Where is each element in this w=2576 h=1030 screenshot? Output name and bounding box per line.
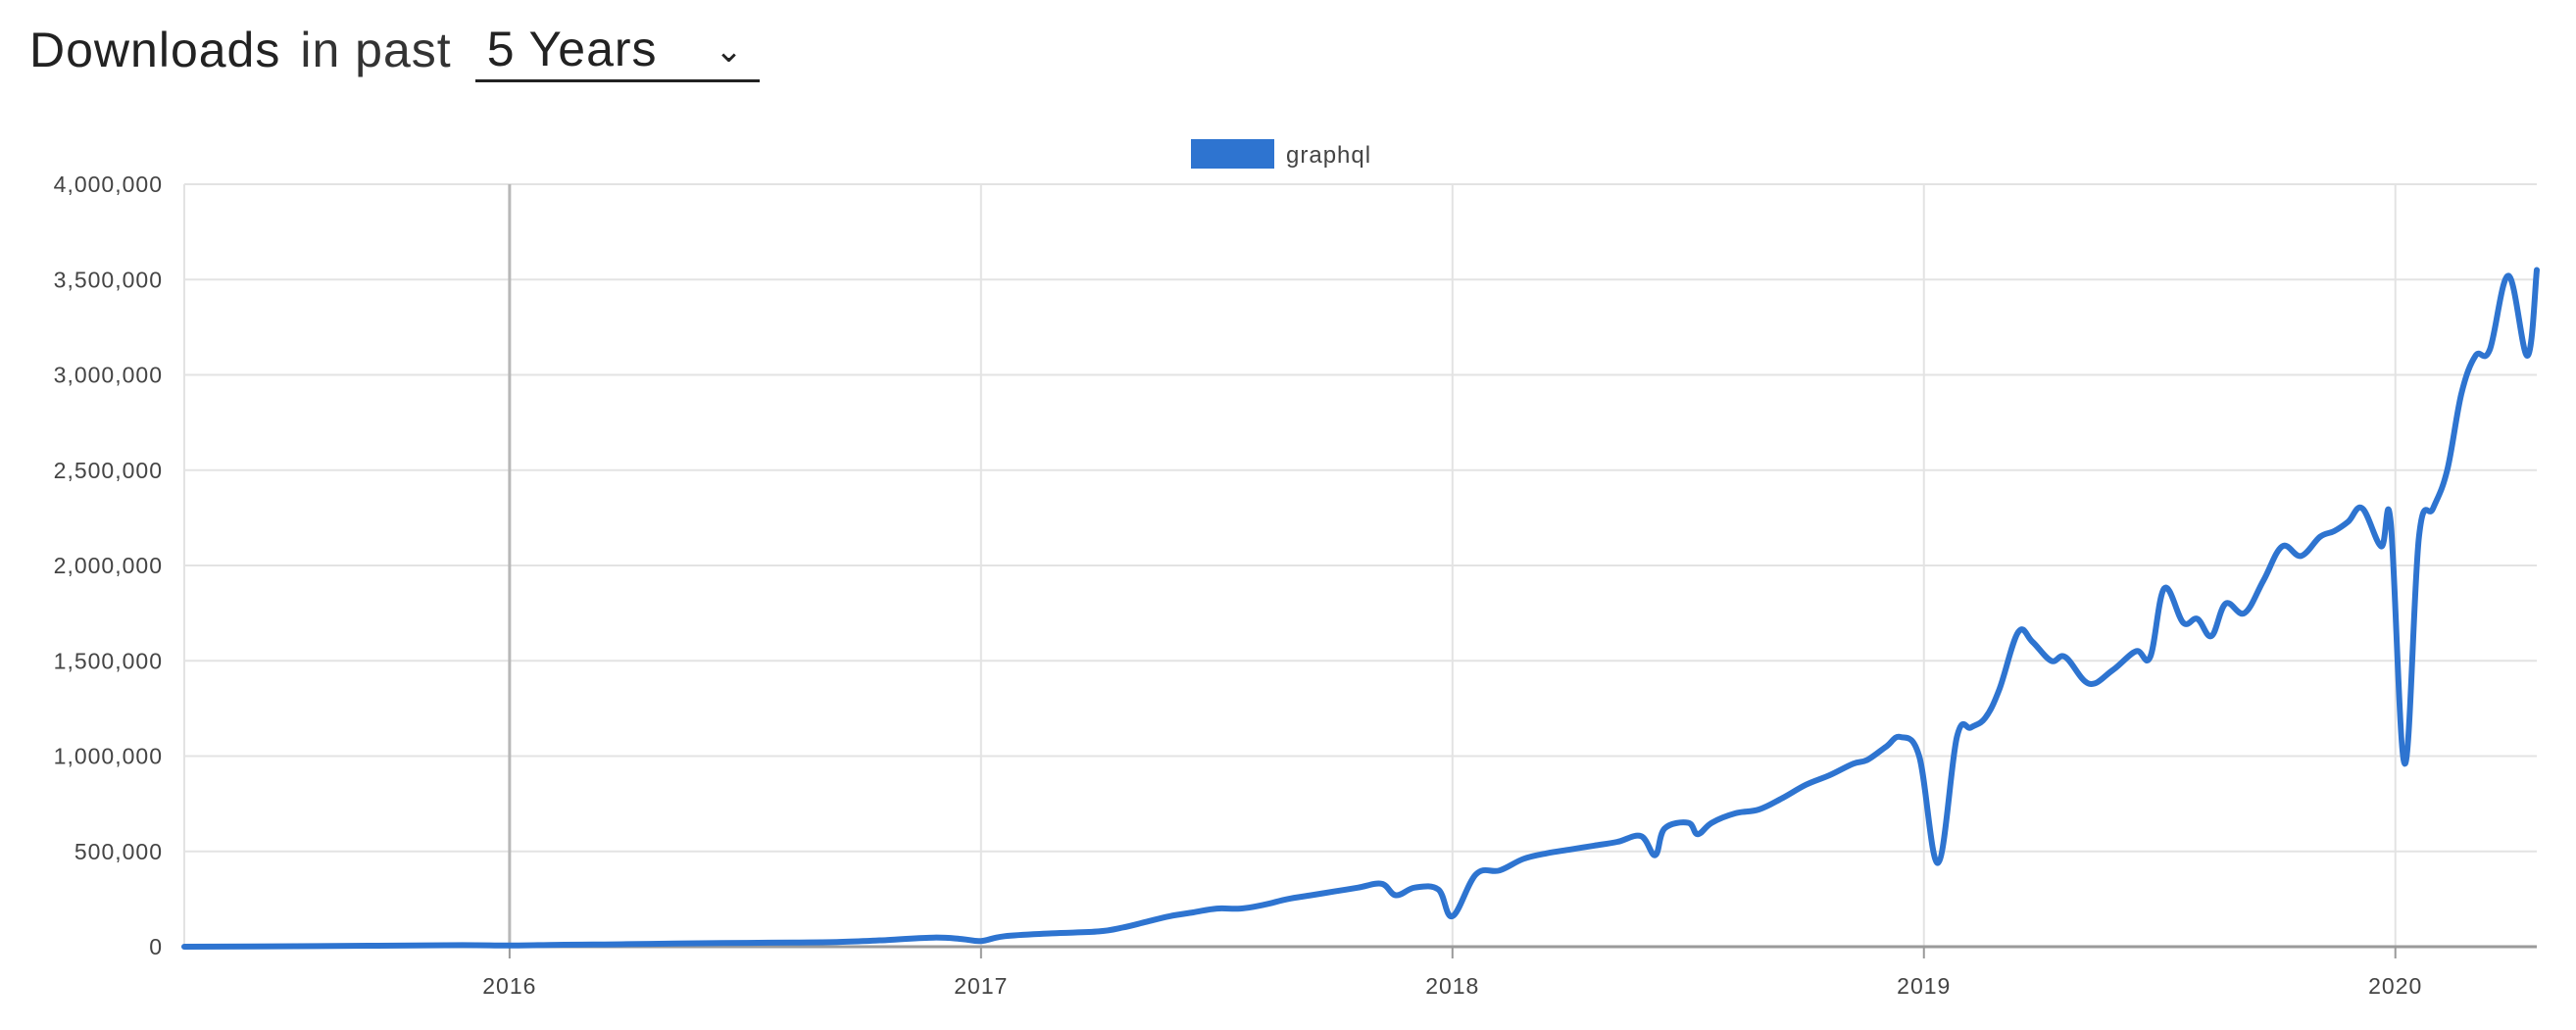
legend-swatch-graphql bbox=[1191, 139, 1274, 169]
y-tick-label: 2,500,000 bbox=[54, 458, 163, 483]
header-in-past: in past bbox=[300, 23, 452, 77]
y-tick-label: 500,000 bbox=[74, 839, 163, 864]
y-tick-label: 3,500,000 bbox=[54, 267, 163, 292]
y-tick-label: 1,000,000 bbox=[54, 744, 163, 769]
x-tick-label: 2019 bbox=[1897, 973, 1951, 999]
legend: graphql bbox=[1191, 139, 1371, 169]
y-tick-label: 4,000,000 bbox=[54, 172, 163, 197]
x-tick-label: 2017 bbox=[954, 973, 1008, 999]
chevron-down-icon: ⌄ bbox=[715, 32, 744, 70]
x-tick-label: 2018 bbox=[1425, 973, 1479, 999]
header-title: Downloads bbox=[29, 23, 281, 77]
y-tick-label: 0 bbox=[149, 934, 163, 959]
y-tick-label: 3,000,000 bbox=[54, 363, 163, 388]
series-line-graphql bbox=[181, 267, 2540, 950]
series-layer bbox=[181, 267, 2540, 950]
period-select[interactable]: 5 Years ⌄ bbox=[474, 18, 760, 82]
legend-label-graphql: graphql bbox=[1286, 142, 1371, 169]
grid-layer bbox=[183, 183, 2537, 948]
x-tick-label: 2020 bbox=[2368, 973, 2422, 999]
y-tick-label: 2,000,000 bbox=[54, 553, 163, 578]
y-tick-label: 1,500,000 bbox=[54, 648, 163, 673]
x-tick-label: 2016 bbox=[482, 973, 536, 999]
period-select-value: 5 Years bbox=[486, 21, 658, 76]
downloads-header: Downloads in past 5 Years ⌄ bbox=[29, 16, 760, 84]
